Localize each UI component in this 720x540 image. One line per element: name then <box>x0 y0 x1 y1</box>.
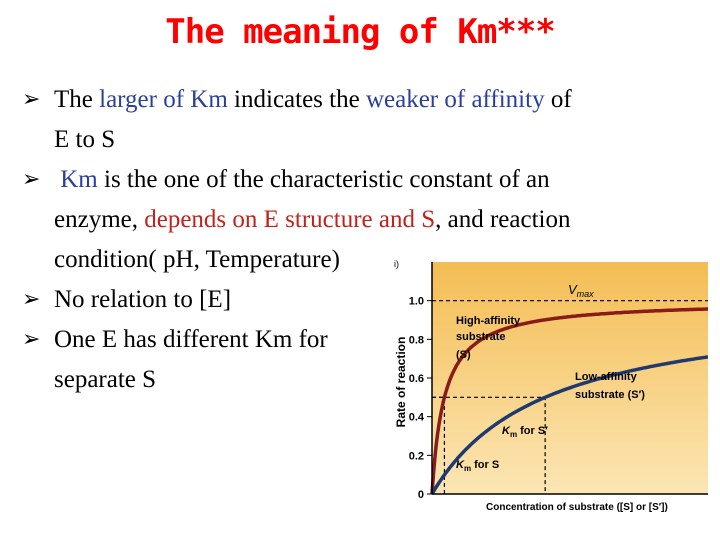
bullet-text: The larger of Km indicates the weaker of… <box>54 86 572 113</box>
low-affinity-label: Low-affinity substrate (S′) <box>575 371 645 401</box>
y-tick-label: 0.2 <box>409 450 424 462</box>
vmax-label: Vmax <box>568 282 594 299</box>
low-affinity-label-line: Low-affinity <box>575 371 638 383</box>
michaelis-menten-figure: i) 0 0.2 0.4 0.6 0.8 1.0 Rate of reaction Con… <box>392 254 709 534</box>
y-tick-label: 0 <box>418 489 424 501</box>
bullet-text: One E has different Km for <box>54 326 328 353</box>
bullet-item: ➢ One E has different Km for <box>22 320 702 360</box>
low-affinity-label-line: substrate (S′) <box>575 389 645 401</box>
bullet-item: ➢ Km is the one of the characteristic co… <box>22 160 702 200</box>
x-axis-label: Concentration of substrate ([S] or [S′]) <box>486 502 668 513</box>
y-ticks: 0 0.2 0.4 0.6 0.8 1.0 <box>409 296 432 501</box>
arrow-bullet-icon: ➢ <box>22 167 41 192</box>
high-affinity-curve <box>430 307 708 495</box>
high-affinity-label-line: substrate <box>456 331 506 343</box>
bullet-continuation: separate S <box>54 366 157 393</box>
bullet-item: ➢ The larger of Km indicates the weaker … <box>22 80 702 120</box>
arrow-bullet-icon: ➢ <box>22 287 41 312</box>
high-affinity-label: High-affinity substrate (S) <box>456 315 521 361</box>
arrow-bullet-icon: ➢ <box>22 87 41 112</box>
high-affinity-label-line: High-affinity <box>456 315 521 327</box>
slide-title: The meaning of Km*** <box>165 12 555 52</box>
arrow-bullet-icon: ➢ <box>22 327 41 352</box>
km-chart: i) 0 0.2 0.4 0.6 0.8 1.0 Rate of reaction Con… <box>394 259 709 513</box>
km-for-s-prime-label: Km for S′ <box>502 425 548 439</box>
low-affinity-curve <box>430 355 709 495</box>
km-for-s-label: Km for S <box>456 459 499 473</box>
y-axis-label: Rate of reaction <box>394 337 408 428</box>
corner-mark: i) <box>394 259 399 269</box>
high-affinity-label-line: (S) <box>456 349 471 361</box>
bullet-item: ➢ No relation to [E] <box>22 280 702 320</box>
y-tick-label: 0.4 <box>409 412 425 424</box>
y-tick-label: 0.6 <box>409 373 424 385</box>
bullet-text: No relation to [E] <box>54 286 232 313</box>
bullet-continuation: E to S <box>54 126 116 153</box>
bullet-text: Km is the one of the characteristic cons… <box>60 166 550 193</box>
bullet-continuation: enzyme, depends on E structure and S, an… <box>54 206 571 233</box>
y-tick-label: 0.8 <box>409 334 424 346</box>
bullet-continuation: condition( pH, Temperature) <box>54 246 340 273</box>
bullet-list: ➢ The larger of Km indicates the weaker … <box>22 80 702 400</box>
y-tick-label: 1.0 <box>409 296 424 308</box>
